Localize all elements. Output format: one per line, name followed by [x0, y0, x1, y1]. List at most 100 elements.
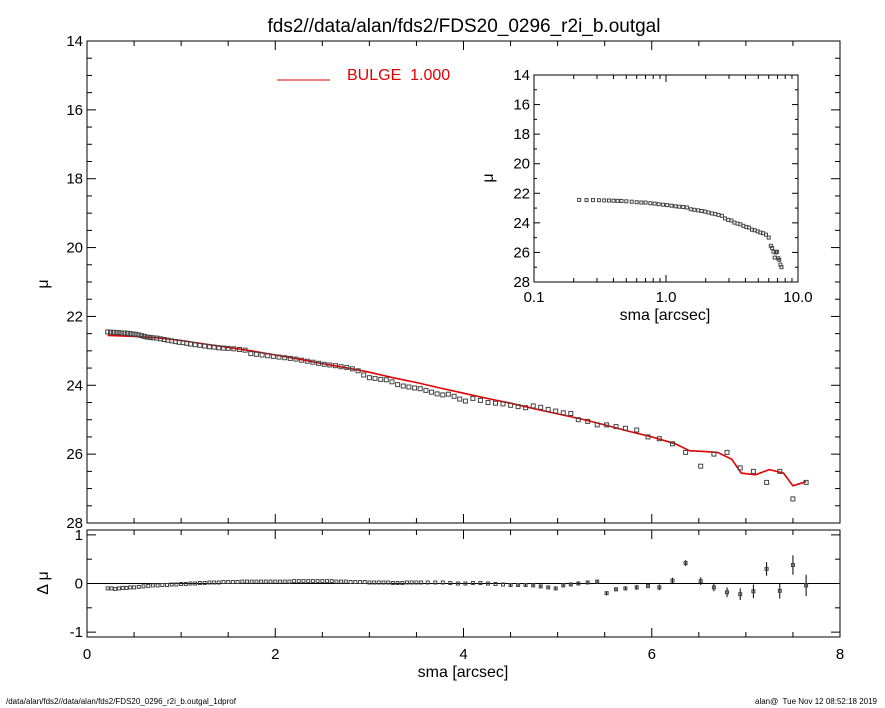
residual-point [329, 579, 334, 584]
inset-data-point [607, 198, 611, 203]
residual-point [623, 586, 628, 591]
inset-data-point [611, 198, 616, 203]
residual-y-tick-label: -1 [70, 624, 83, 641]
data-point [594, 422, 600, 428]
data-point [349, 366, 355, 372]
bulge-model-path [107, 334, 807, 487]
residual-point [501, 582, 505, 587]
residual-point [419, 580, 424, 585]
inset-data-point [634, 200, 639, 205]
data-point [355, 368, 361, 374]
residual-point [516, 583, 521, 587]
residual-point [240, 579, 245, 584]
residual-point [738, 592, 743, 597]
main-y-tick-label: 28 [66, 515, 83, 532]
inset-data-point [779, 265, 784, 270]
residual-point [604, 591, 609, 596]
data-point [711, 451, 717, 457]
data-point [248, 351, 254, 357]
data-point [378, 376, 384, 382]
residual-point [711, 585, 716, 590]
residual-point [306, 579, 311, 584]
main-panel: 14 16 18 20 22 24 26 28 μ BULGE 1.000 [35, 33, 841, 532]
inset-data-point [584, 198, 589, 203]
residual-point [193, 581, 198, 586]
residual-point [568, 582, 573, 587]
inset-data-point [684, 205, 689, 210]
data-point [462, 398, 468, 404]
inset-data-point [577, 197, 582, 202]
residual-point [273, 579, 278, 584]
data-point [737, 465, 743, 471]
inset-data-point [596, 198, 601, 203]
inset-x-axis-label: sma [arcsec] [620, 307, 711, 324]
residual-point [546, 585, 551, 590]
main-y-tick-label: 20 [66, 240, 83, 257]
main-y-axis-label: μ [35, 279, 52, 288]
residual-point [315, 579, 320, 584]
residual-point [764, 566, 769, 571]
inset-y-axis-label: μ [480, 173, 497, 182]
residual-point [301, 579, 306, 584]
residual-point [478, 581, 483, 585]
data-point [406, 384, 412, 390]
data-point [568, 411, 574, 416]
residual-point [440, 580, 445, 585]
data-point [231, 346, 237, 352]
residual-point [448, 581, 453, 585]
data-point [622, 425, 628, 431]
x-tick-label: 2 [271, 646, 279, 663]
data-point [634, 427, 640, 433]
residual-point [226, 580, 231, 584]
data-point [440, 392, 446, 398]
inset-data-point [652, 201, 657, 206]
residual-point [409, 580, 414, 585]
residual-point [259, 579, 264, 584]
inset-data-point [677, 204, 682, 209]
data-point [116, 330, 122, 336]
residual-point [493, 582, 498, 586]
data-point [270, 353, 276, 359]
x-axis-label: sma [arcsec] [418, 664, 509, 681]
residual-point [634, 585, 639, 590]
residual-point [455, 581, 460, 586]
data-point [538, 404, 544, 410]
inset-axis-ticks: 14 16 18 20 22 24 26 280.1 1.0 10.0 [513, 67, 812, 306]
main-y-tick-label: 22 [66, 308, 83, 325]
residual-point [105, 586, 110, 591]
data-point [429, 389, 434, 395]
data-point [457, 396, 463, 402]
inset-data-point [729, 218, 734, 223]
residual-point [113, 586, 118, 591]
data-point [221, 345, 226, 351]
inset-y-tick-label: 24 [513, 215, 530, 232]
residual-point [188, 581, 193, 586]
inset-data-point [692, 207, 697, 212]
data-point [395, 382, 401, 388]
data-point [110, 329, 116, 335]
residual-data-points [105, 555, 809, 601]
main-y-tick-label: 26 [66, 446, 83, 463]
residual-point [235, 580, 240, 584]
inset-data-point [615, 198, 620, 203]
data-point [216, 345, 222, 351]
residual-point [725, 590, 729, 595]
residual-point [646, 583, 650, 588]
inset-y-tick-label: 20 [513, 156, 530, 173]
residual-point [155, 583, 160, 588]
data-point [202, 343, 208, 349]
inset-y-tick-label: 28 [513, 274, 530, 291]
data-point [683, 449, 689, 455]
residual-point [320, 579, 325, 584]
data-point [656, 436, 662, 442]
residual-point [141, 584, 146, 589]
data-point [265, 353, 271, 359]
inset-data-point [764, 232, 768, 237]
data-point [613, 424, 619, 430]
data-point [127, 331, 133, 337]
residual-point [282, 579, 287, 584]
data-point [293, 356, 299, 362]
residual-point [325, 579, 329, 584]
bulge-model-line [107, 334, 807, 487]
